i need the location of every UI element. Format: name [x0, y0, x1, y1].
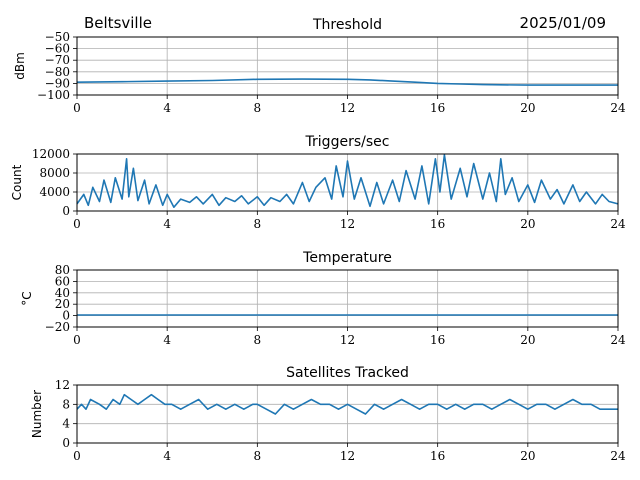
y-tick-label: 60 — [55, 274, 70, 288]
y-tick-label: −60 — [45, 42, 70, 56]
y-tick-label: 20 — [55, 297, 70, 311]
y-tick-label: 8 — [62, 397, 70, 411]
x-tick-label: 16 — [430, 449, 445, 463]
x-tick-label: 12 — [340, 333, 355, 347]
x-tick-label: 16 — [430, 217, 445, 231]
x-tick-label: 0 — [73, 217, 81, 231]
y-tick-label: 0 — [62, 309, 70, 323]
y-tick-label: 0 — [62, 204, 70, 218]
threshold-series-line — [76, 78, 618, 86]
x-tick-label: 20 — [520, 333, 535, 347]
panel-triggers: 0 4 8 12 16 20 24 0 4000 8000 12000 Triggers/sec Cou… — [10, 134, 626, 231]
x-tick-label: 24 — [610, 449, 626, 463]
x-tick-label: 4 — [163, 333, 171, 347]
date-label: 2025/01/09 — [520, 14, 606, 32]
satellites-series-line — [76, 393, 618, 415]
threshold-title: Threshold — [312, 17, 382, 33]
panel-satellites: 0 4 8 12 16 20 24 0 4 8 12 Satellites Tracked Number — [30, 365, 626, 463]
threshold-y-axis-label: dBm — [13, 52, 27, 80]
x-tick-label: 0 — [73, 333, 81, 347]
y-tick-label: 0 — [62, 436, 70, 450]
x-tick-label: 24 — [610, 333, 626, 347]
x-tick-label: 12 — [340, 449, 355, 463]
satellites-title: Satellites Tracked — [286, 365, 409, 381]
y-tick-label: 4 — [62, 417, 70, 431]
x-tick-label: 16 — [430, 333, 445, 347]
x-tick-label: 4 — [163, 449, 171, 463]
x-tick-label: 24 — [610, 217, 626, 231]
y-tick-label: 80 — [55, 263, 70, 277]
x-tick-label: 24 — [610, 101, 626, 115]
x-tick-label: 4 — [163, 101, 171, 115]
y-tick-label: −50 — [45, 30, 70, 44]
x-tick-label: 12 — [340, 101, 355, 115]
satellites-y-axis-label: Number — [30, 390, 44, 438]
y-tick-label: −100 — [37, 88, 70, 102]
temperature-title: Temperature — [302, 250, 392, 266]
x-tick-label: 20 — [520, 449, 535, 463]
x-tick-label: 8 — [254, 101, 262, 115]
y-tick-label: −70 — [45, 53, 70, 67]
y-tick-label: 4000 — [39, 185, 70, 199]
x-tick-label: 8 — [254, 333, 262, 347]
triggers-title: Triggers/sec — [305, 134, 390, 150]
y-tick-label: 12 — [55, 378, 70, 392]
x-tick-label: 16 — [430, 101, 445, 115]
x-tick-label: 4 — [163, 217, 171, 231]
y-tick-label: −20 — [45, 320, 70, 334]
triggers-y-axis-label: Count — [10, 164, 24, 200]
location-label: Beltsville — [84, 14, 152, 32]
x-tick-label: 0 — [73, 101, 81, 115]
y-tick-label: 12000 — [32, 147, 70, 161]
triggers-series-line — [76, 154, 619, 208]
y-tick-label: 40 — [55, 286, 70, 300]
x-tick-label: 0 — [73, 449, 81, 463]
y-tick-label: 8000 — [39, 166, 70, 180]
x-tick-label: 20 — [520, 217, 535, 231]
x-tick-label: 8 — [254, 449, 262, 463]
x-tick-label: 20 — [520, 101, 535, 115]
y-tick-label: −80 — [45, 65, 70, 79]
temperature-y-axis-label: °C — [20, 291, 34, 305]
panel-threshold: 0 4 8 12 16 20 24 −100−90−80−70−60−50 Threshold d… — [13, 17, 626, 115]
y-tick-label: −90 — [45, 76, 70, 90]
x-tick-label: 8 — [254, 217, 262, 231]
x-tick-label: 12 — [340, 217, 355, 231]
